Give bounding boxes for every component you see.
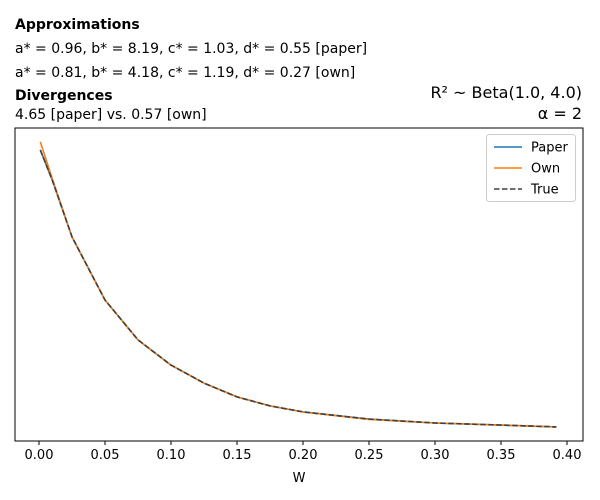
x-axis-label: W (293, 471, 306, 486)
x-tick-label: 0.40 (553, 448, 582, 463)
series-line-own (39, 141, 557, 428)
legend-box (486, 134, 576, 202)
x-tick-label: 0.35 (487, 448, 516, 463)
legend-label-true: True (530, 183, 559, 198)
x-tick-label: 0.05 (91, 448, 120, 463)
series-line-paper (39, 149, 557, 428)
alpha-title: α = 2 (537, 104, 582, 123)
series-line-true (39, 149, 557, 428)
x-tick-label: 0.10 (157, 448, 186, 463)
x-tick-label: 0.20 (289, 448, 318, 463)
x-tick-label: 0.30 (421, 448, 450, 463)
approximations-heading: Approximations (15, 17, 140, 33)
prior-title: R² ~ Beta(1.0, 4.0) (430, 83, 582, 102)
legend-label-own: Own (531, 162, 560, 177)
approx-paper-text: a* = 0.96, b* = 8.19, c* = 1.03, d* = 0.… (15, 41, 368, 57)
approx-own-text: a* = 0.81, b* = 4.18, c* = 1.19, d* = 0.… (15, 65, 356, 81)
legend-label-paper: Paper (531, 141, 568, 156)
axes-frame (14, 127, 584, 442)
x-tick-label: 0.15 (223, 448, 252, 463)
x-tick-label: 0.25 (355, 448, 384, 463)
x-tick-label: 0.00 (25, 448, 54, 463)
divergences-heading: Divergences (15, 88, 113, 104)
divergences-text: 4.65 [paper] vs. 0.57 [own] (15, 107, 207, 123)
